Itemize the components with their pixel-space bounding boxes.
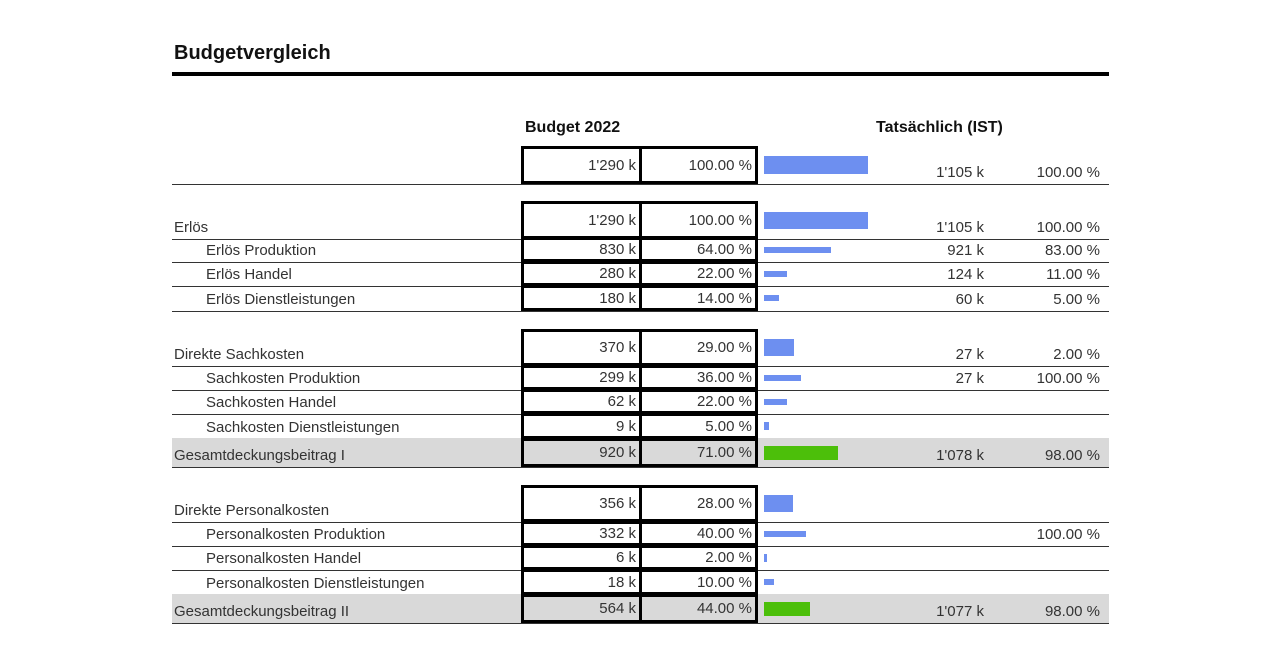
page-title: Budgetvergleich bbox=[174, 42, 331, 64]
percent-bar bbox=[764, 399, 787, 405]
budget-value: 1'290 k bbox=[521, 146, 642, 184]
table-row: Gesamtdeckungsbeitrag II 564 k 44.00 % 1'07… bbox=[172, 594, 1109, 624]
table-row: Direkte Personalkosten 356 k 28.00 % bbox=[172, 485, 1109, 523]
table-row: Direkte Sachkosten 370 k 29.00 % 27 k 2.00 % bbox=[172, 329, 1109, 367]
total-bar bbox=[764, 602, 810, 616]
table-row: Sachkosten Handel 62 k 22.00 % bbox=[172, 389, 1109, 415]
budget-value: 9 k bbox=[521, 413, 642, 439]
actual-value: 1'077 k bbox=[936, 603, 984, 620]
percent-bar bbox=[764, 531, 806, 537]
row-label: Personalkosten Handel bbox=[206, 550, 362, 567]
table-row: Erlös Handel 280 k 22.00 % 124 k 11.00 % bbox=[172, 261, 1109, 287]
actual-percent: 98.00 % bbox=[1044, 447, 1100, 464]
percent-bar bbox=[764, 375, 801, 381]
percent-bar bbox=[764, 339, 794, 356]
budget-percent: 100.00 % bbox=[639, 201, 758, 239]
budget-value: 18 k bbox=[521, 569, 642, 595]
row-label: Erlös Handel bbox=[206, 266, 292, 283]
budget-value: 356 k bbox=[521, 485, 642, 522]
percent-bar bbox=[764, 554, 767, 562]
row-label: Erlös Dienstleistungen bbox=[206, 291, 356, 308]
row-label: Erlös bbox=[174, 219, 209, 236]
actual-percent: 100.00 % bbox=[1036, 219, 1100, 236]
percent-bar bbox=[764, 295, 779, 301]
actual-percent: 5.00 % bbox=[1053, 291, 1100, 308]
budget-value: 6 k bbox=[521, 545, 642, 570]
budget-value: 180 k bbox=[521, 285, 642, 311]
row-label: Sachkosten Produktion bbox=[206, 370, 361, 387]
table-row: Erlös Produktion 830 k 64.00 % 921 k 83.00 % bbox=[172, 237, 1109, 263]
table-row: Sachkosten Produktion 299 k 36.00 % 27 k 100… bbox=[172, 365, 1109, 391]
percent-bar bbox=[764, 271, 787, 277]
actual-percent: 11.00 % bbox=[1046, 266, 1100, 283]
table-row: Erlös 1'290 k 100.00 % 1'105 k 100.00 % bbox=[172, 201, 1109, 240]
row-label: Erlös Produktion bbox=[206, 242, 317, 259]
actual-header: Tatsächlich (IST) bbox=[876, 119, 1003, 136]
row-label: Sachkosten Dienstleistungen bbox=[206, 419, 400, 436]
budget-value: 920 k bbox=[521, 438, 642, 467]
budget-percent: 100.00 % bbox=[639, 146, 758, 184]
actual-value: 60 k bbox=[955, 291, 984, 308]
budget-percent: 44.00 % bbox=[639, 594, 758, 623]
budget-percent: 22.00 % bbox=[639, 261, 758, 286]
row-label: Personalkosten Produktion bbox=[206, 526, 386, 543]
percent-bar bbox=[764, 247, 831, 253]
budget-percent: 22.00 % bbox=[639, 389, 758, 414]
table-row: Sachkosten Dienstleistungen 9 k 5.00 % bbox=[172, 413, 1109, 440]
row-label: Direkte Sachkosten bbox=[174, 346, 305, 363]
percent-bar bbox=[764, 422, 769, 430]
budget-percent: 2.00 % bbox=[639, 545, 758, 570]
budget-percent: 64.00 % bbox=[639, 237, 758, 262]
budget-value: 1'290 k bbox=[521, 201, 642, 239]
budget-percent: 36.00 % bbox=[639, 365, 758, 390]
actual-value: 1'105 k bbox=[936, 164, 984, 181]
row-label: Sachkosten Handel bbox=[206, 394, 337, 411]
budget-value: 62 k bbox=[521, 389, 642, 414]
total-bar bbox=[764, 446, 838, 460]
table-row: 1'290 k 100.00 % 1'105 k 100.00 % bbox=[172, 146, 1109, 185]
actual-percent: 100.00 % bbox=[1036, 370, 1100, 387]
actual-value: 1'105 k bbox=[936, 219, 984, 236]
actual-percent: 100.00 % bbox=[1036, 164, 1100, 181]
budget-percent: 5.00 % bbox=[639, 413, 758, 439]
actual-value: 1'078 k bbox=[936, 447, 984, 464]
percent-bar bbox=[764, 579, 774, 585]
actual-value: 921 k bbox=[947, 242, 984, 259]
budget-value: 332 k bbox=[521, 521, 642, 546]
table-row: Gesamtdeckungsbeitrag I 920 k 71.00 % 1'078… bbox=[172, 438, 1109, 468]
budget-value: 299 k bbox=[521, 365, 642, 390]
actual-percent: 100.00 % bbox=[1036, 526, 1100, 543]
title-divider bbox=[172, 72, 1109, 76]
percent-bar bbox=[764, 495, 793, 512]
table-row: Erlös Dienstleistungen 180 k 14.00 % 60 k 5.… bbox=[172, 285, 1109, 312]
actual-percent: 2.00 % bbox=[1053, 346, 1100, 363]
table-row: Personalkosten Dienstleistungen 18 k 10.00… bbox=[172, 569, 1109, 596]
budget-percent: 71.00 % bbox=[639, 438, 758, 467]
budget-value: 370 k bbox=[521, 329, 642, 366]
row-label: Gesamtdeckungsbeitrag I bbox=[174, 447, 345, 464]
actual-percent: 83.00 % bbox=[1044, 242, 1100, 259]
budget-value: 830 k bbox=[521, 237, 642, 262]
budget-percent: 28.00 % bbox=[639, 485, 758, 522]
budget-percent: 10.00 % bbox=[639, 569, 758, 595]
row-label: Gesamtdeckungsbeitrag II bbox=[174, 603, 350, 620]
row-label: Personalkosten Dienstleistungen bbox=[206, 575, 425, 592]
budget-percent: 14.00 % bbox=[639, 285, 758, 311]
budget-percent: 40.00 % bbox=[639, 521, 758, 546]
actual-value: 124 k bbox=[947, 266, 984, 283]
budget-percent: 29.00 % bbox=[639, 329, 758, 366]
percent-bar bbox=[764, 156, 868, 174]
budget-header: Budget 2022 bbox=[525, 119, 621, 136]
table-row: Personalkosten Handel 6 k 2.00 % bbox=[172, 545, 1109, 571]
table-row: Personalkosten Produktion 332 k 40.00 % 100… bbox=[172, 521, 1109, 547]
actual-value: 27 k bbox=[955, 346, 984, 363]
budget-value: 280 k bbox=[521, 261, 642, 286]
budget-value: 564 k bbox=[521, 594, 642, 623]
actual-percent: 98.00 % bbox=[1044, 603, 1100, 620]
actual-value: 27 k bbox=[955, 370, 984, 387]
row-label: Direkte Personalkosten bbox=[174, 502, 330, 519]
percent-bar bbox=[764, 212, 868, 229]
